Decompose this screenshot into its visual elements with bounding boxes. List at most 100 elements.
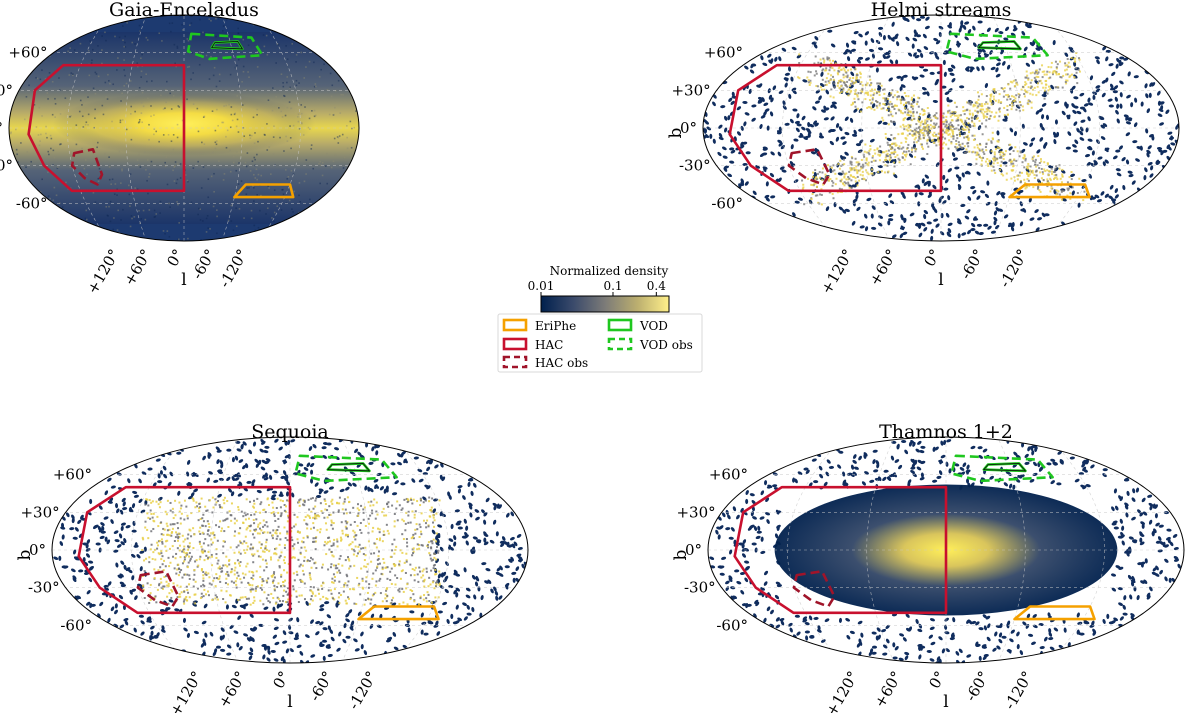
sky-outline — [702, 14, 1180, 242]
sky-outline — [51, 436, 529, 664]
legend-frame — [497, 313, 703, 373]
lon-tick-label: -60° — [306, 668, 337, 704]
lat-tick-label: -30° — [679, 157, 711, 175]
lat-tick-label: +60° — [704, 44, 743, 62]
lon-tick-label: -60° — [957, 246, 988, 282]
colorbar-tick-label: 0.1 — [603, 279, 622, 293]
y-axis-label: b — [15, 549, 35, 560]
gridlines — [708, 437, 1184, 663]
region-hac — [27, 63, 186, 193]
x-axis-label: l — [287, 692, 292, 712]
panel-sequoia: Sequoia +60° +30° 0° -30° -60° b +120° +60° 0° -60… — [15, 421, 529, 713]
region-hac — [733, 485, 948, 615]
region-hac — [728, 63, 943, 193]
panel-title: Sequoia — [251, 421, 329, 443]
lon-tick-label: +120° — [83, 246, 123, 297]
lat-tick-label: 0° — [680, 119, 697, 137]
region-eriphe — [1008, 183, 1091, 199]
lon-tick-label: -120° — [996, 246, 1032, 291]
legend-label: HAC — [535, 338, 563, 352]
legend-item-hac-obs: HAC obs — [502, 355, 588, 370]
x-axis-label: l — [943, 692, 948, 712]
panel-thamnos-1-2: Thamnos 1+2 +60° +30° 0° -30° -60° b +120° +60° 0… — [671, 421, 1185, 713]
panel-title: Thamnos 1+2 — [879, 421, 1013, 443]
lon-tick-label: +60° — [215, 668, 250, 711]
y-axis-label: b — [666, 127, 686, 138]
lon-tick-label: -120° — [215, 246, 251, 291]
colorbar-tick-label: 0.01 — [528, 279, 555, 293]
legend-item-vod-obs: VOD obs — [607, 337, 693, 352]
lon-tick-label: +60° — [120, 246, 155, 289]
region-hac-obs — [787, 148, 831, 186]
legend-label: VOD — [639, 319, 668, 333]
lat-tick-label: -60° — [716, 616, 748, 634]
lat-tick-label: +30° — [20, 503, 59, 521]
lat-tick-label: 0° — [0, 119, 3, 137]
region-vod — [326, 462, 371, 473]
legend-label: EriPhe — [535, 319, 576, 333]
lon-tick-label: 0° — [920, 246, 944, 270]
lon-tick-label: +60° — [866, 246, 901, 289]
region-hac — [77, 485, 292, 615]
legend-swatch — [607, 337, 633, 351]
sky-outline — [8, 14, 360, 242]
region-eriphe — [1013, 605, 1096, 621]
lat-tick-label: -60° — [16, 194, 48, 212]
lat-tick-label: -30° — [0, 157, 13, 175]
legend-label: HAC obs — [535, 356, 588, 370]
lat-tick-label: +60° — [53, 466, 92, 484]
lon-tick-label: -120° — [345, 668, 381, 713]
panel-helmi-streams: Helmi streams +60° +30° 0° -30° -60° b +120° +60… — [666, 0, 1180, 297]
colorbar-gradient — [540, 295, 670, 313]
lat-tick-label: -30° — [684, 579, 716, 597]
legend-label: VOD obs — [639, 338, 693, 352]
lat-tick-label: 0° — [29, 541, 46, 559]
lon-tick-label: -120° — [1001, 668, 1037, 713]
y-axis-label: b — [671, 549, 691, 560]
legend-swatch — [607, 318, 633, 332]
legend-swatch — [502, 337, 528, 351]
colorbar-tick-label: 0.4 — [647, 279, 666, 293]
legend-swatch — [502, 318, 528, 332]
region-vod-obs — [186, 32, 264, 61]
lat-tick-label: +30° — [0, 81, 13, 99]
x-axis-label: l — [181, 270, 186, 290]
region-vod-obs — [950, 454, 1054, 483]
legend: EriPhe HAC HAC obs VOD VOD obs — [497, 313, 703, 373]
region-vod — [977, 40, 1022, 51]
lon-tick-label: -60° — [188, 246, 219, 282]
lat-tick-label: +60° — [709, 466, 748, 484]
panel-gaia-enceladus: Gaia-Enceladus+60°+30°0°-30°-60°b+120°+6… — [0, 0, 360, 297]
colorbar-label: Normalized density — [550, 264, 669, 278]
lat-tick-label: -30° — [28, 579, 60, 597]
lat-tick-label: +30° — [671, 81, 710, 99]
lat-tick-label: -60° — [711, 194, 743, 212]
region-hac-obs — [792, 570, 836, 608]
legend-item-vod: VOD — [607, 318, 668, 333]
panel-title: Helmi streams — [871, 0, 1012, 21]
lon-tick-label: 0° — [269, 668, 293, 692]
region-vod-obs — [294, 454, 398, 483]
lon-tick-label: +60° — [871, 668, 906, 711]
lon-tick-label: -60° — [962, 668, 993, 704]
legend-swatch — [502, 355, 528, 369]
lon-tick-label: 0° — [925, 668, 949, 692]
lon-tick-label: +120° — [822, 668, 862, 713]
lon-tick-label: 0° — [163, 246, 187, 270]
lon-tick-label: +120° — [817, 246, 857, 297]
legend-item-hac: HAC — [502, 337, 563, 352]
legend-item-eriphe: EriPhe — [502, 318, 576, 333]
lat-tick-label: +30° — [676, 503, 715, 521]
region-vod — [210, 40, 244, 51]
region-eriphe — [233, 183, 295, 199]
lon-tick-label: +120° — [166, 668, 206, 713]
lat-tick-label: 0° — [685, 541, 702, 559]
lat-tick-label: +60° — [8, 44, 47, 62]
gridlines — [703, 15, 1179, 241]
region-hac-obs — [136, 570, 180, 608]
lat-tick-label: -60° — [60, 616, 92, 634]
region-hac-obs — [70, 148, 104, 186]
region-vod-obs — [945, 32, 1049, 61]
